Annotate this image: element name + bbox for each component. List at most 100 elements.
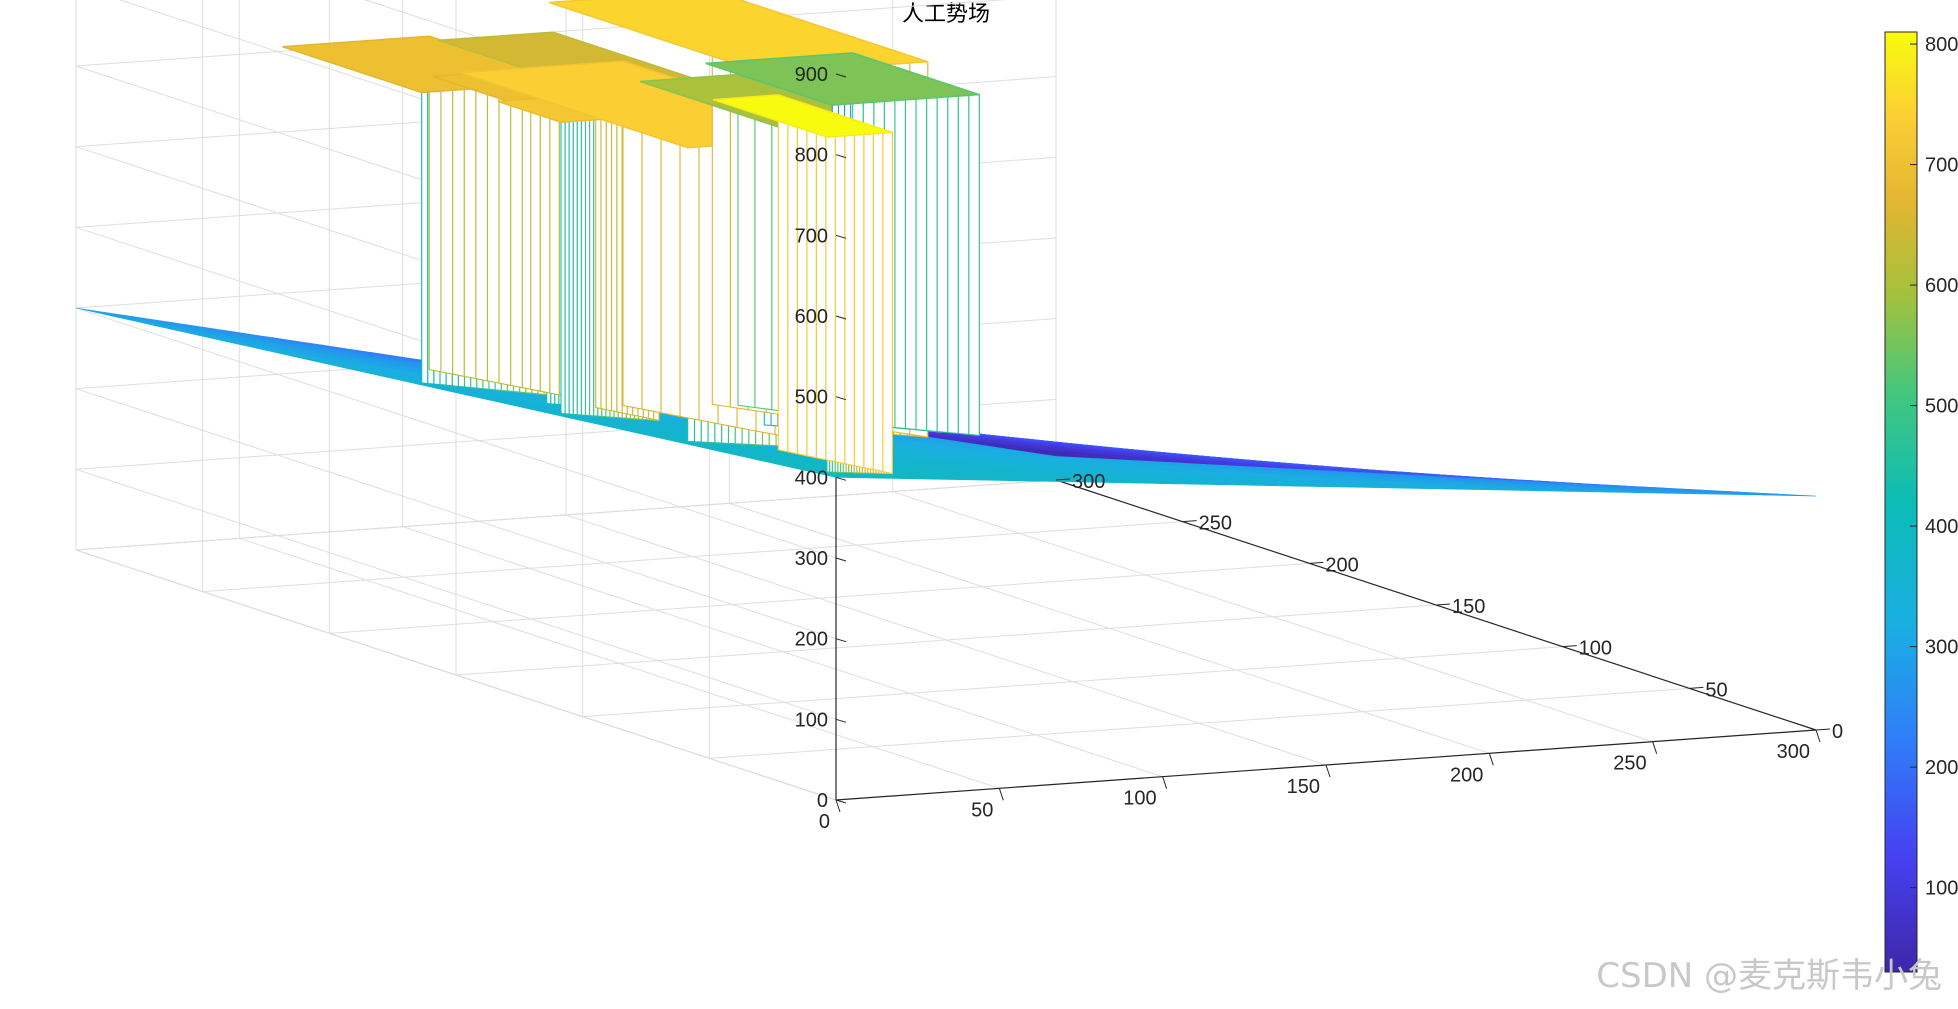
y-tick-mark <box>1815 729 1821 743</box>
obstacle-face <box>589 119 595 417</box>
z-tick-label: 300 <box>795 548 828 570</box>
y-tick-label: 150 <box>1287 776 1320 798</box>
colorbar-tick-label: 300 <box>1925 637 1958 659</box>
obstacle-face <box>530 68 541 392</box>
colorbar-ticks: 100 200 300 400 500 600 700 800 <box>1910 34 1958 900</box>
x-tick-label: 300 <box>1072 471 1105 493</box>
obstacle-face <box>510 62 523 389</box>
z-tick-label: 700 <box>795 225 828 247</box>
z-tick-label: 600 <box>795 306 828 328</box>
colorbar-tick-label: 100 <box>1925 878 1958 900</box>
colorbar-tick-label: 800 <box>1925 34 1958 56</box>
obstacle-face <box>926 76 938 433</box>
obstacle-top <box>712 94 893 138</box>
x-tick-mark <box>1815 728 1831 731</box>
obstacle-face <box>580 119 587 416</box>
obstacle-face <box>610 98 618 413</box>
obstacle-face <box>452 43 465 378</box>
obstacle-face <box>863 122 874 471</box>
colorbar-tick-label: 700 <box>1925 155 1958 177</box>
x-tick-mark <box>1689 686 1704 689</box>
colorbar-tick-label: 600 <box>1925 275 1958 297</box>
obstacle-face <box>463 46 477 380</box>
obstacle-face <box>486 54 500 384</box>
obstacle-face <box>737 73 756 409</box>
y-tick-label: 250 <box>1613 753 1646 775</box>
axes-back-edge <box>75 479 1057 551</box>
x-tick-mark <box>1182 520 1197 523</box>
z-tick-mark <box>835 718 847 723</box>
x-tick-mark <box>1055 478 1071 481</box>
obstacle-face <box>872 125 884 473</box>
obstacle-face <box>904 69 917 431</box>
y-tick-label: 300 <box>1777 741 1810 763</box>
obstacle-face <box>754 79 773 411</box>
obstacle-face <box>844 116 855 467</box>
y-tick-mark <box>998 788 1004 801</box>
z-tick-mark <box>835 73 847 78</box>
z-tick-mark <box>835 396 847 401</box>
z-tick-label: 500 <box>795 387 828 409</box>
z-tick-mark <box>835 154 847 159</box>
z-tick-label: 900 <box>795 64 828 86</box>
obstacle-face <box>568 120 574 415</box>
colorbar: 100 200 300 400 500 600 700 800 <box>1884 31 1958 973</box>
z-tick-mark <box>835 799 847 804</box>
obstacle-face <box>894 66 906 430</box>
colorbar-tick-label: 200 <box>1925 757 1958 779</box>
obstacle-face <box>834 112 846 465</box>
surface-patch <box>113 316 202 332</box>
y-tick-mark <box>1488 753 1494 766</box>
obstacle-face <box>968 90 980 437</box>
obstacle-face <box>600 95 607 411</box>
grid-line <box>239 537 1000 789</box>
obstacle-face <box>549 75 560 396</box>
obstacle-face <box>595 93 602 410</box>
obstacle-face <box>936 79 949 434</box>
x-tick-mark <box>1562 645 1577 648</box>
y-tick-mark <box>835 799 841 813</box>
x-tick-label: 150 <box>1452 596 1485 618</box>
z-tick-label: 100 <box>795 709 828 731</box>
z-tick-label: 200 <box>795 629 828 651</box>
colorbar-tick-label: 500 <box>1925 396 1958 418</box>
obstacle-face <box>605 97 613 412</box>
obstacle-surfaces <box>282 0 980 475</box>
obstacle-face <box>475 50 488 382</box>
grid-line <box>565 514 1327 766</box>
obstacle-face <box>882 128 893 475</box>
z-tick-mark <box>835 476 847 481</box>
obstacle-face <box>853 119 865 469</box>
colorbar-gradient <box>1884 31 1918 973</box>
x-tick-label: 250 <box>1199 513 1232 535</box>
x-tick-label: 200 <box>1325 554 1358 576</box>
x-tick-label: 50 <box>1705 679 1727 701</box>
z-tick-mark <box>835 315 847 320</box>
y-tick-mark <box>1325 764 1331 778</box>
axis-ticks: 0100200300400500600700800900050100150200… <box>795 64 1844 833</box>
z-tick-mark <box>835 638 847 643</box>
obstacle-face <box>560 121 566 415</box>
surface-patch <box>75 307 164 324</box>
obstacle-face <box>576 120 582 416</box>
obstacle-face <box>421 91 429 385</box>
x-tick-mark <box>1435 603 1451 606</box>
z-tick-label: 0 <box>817 790 828 812</box>
y-tick-label: 0 <box>819 811 830 833</box>
y-tick-label: 50 <box>971 799 993 821</box>
z-tick-label: 800 <box>795 145 828 167</box>
y-tick-label: 200 <box>1450 764 1483 786</box>
obstacle-top <box>705 52 980 106</box>
obstacle-face <box>564 121 570 415</box>
obstacle-face <box>947 83 959 434</box>
obstacle-face <box>915 73 928 432</box>
grid-line <box>892 491 1653 743</box>
obstacle-1 <box>712 94 893 475</box>
y-tick-mark <box>1162 776 1168 789</box>
z-tick-mark <box>835 557 847 562</box>
obstacle-face <box>616 100 623 414</box>
z-tick-label: 400 <box>795 467 828 489</box>
obstacle-face <box>572 120 578 416</box>
grid-line <box>402 526 1163 778</box>
